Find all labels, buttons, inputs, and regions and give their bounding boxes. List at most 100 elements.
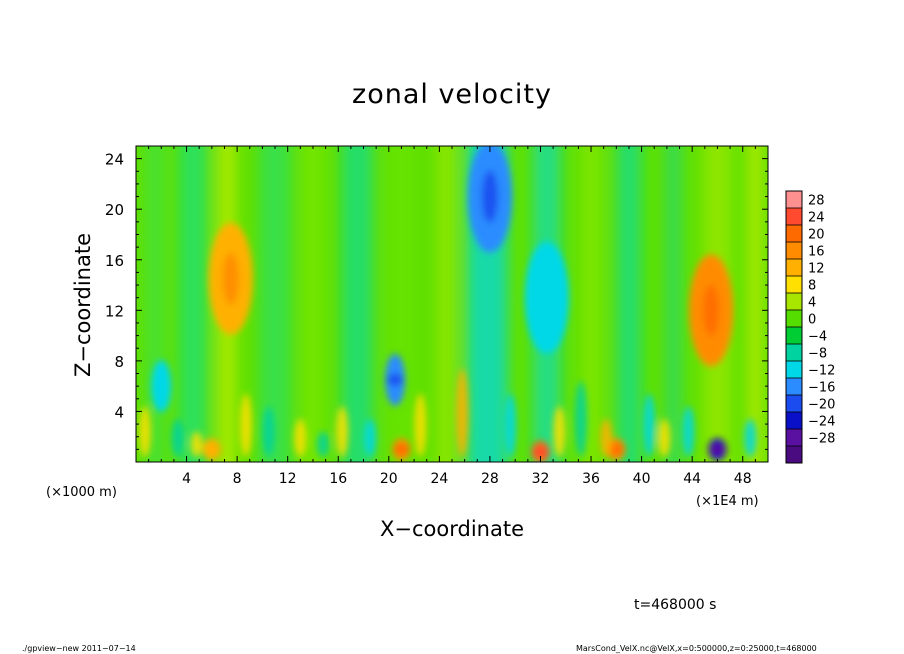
- colorbar-label: 24: [808, 211, 825, 226]
- x-tick-label: 24: [430, 471, 448, 487]
- colorbar-cell: [786, 361, 802, 378]
- field-streak: [682, 406, 695, 457]
- field-streak: [317, 431, 330, 457]
- field-core: [393, 443, 410, 456]
- y-tick-label: 20: [105, 201, 124, 219]
- colorbar-cell: [786, 242, 802, 259]
- colorbar-label: −24: [808, 415, 835, 430]
- field-core: [703, 284, 720, 337]
- x-tick-label: 36: [582, 471, 600, 487]
- colorbar-cell: [786, 327, 802, 344]
- colorbar-cell: [786, 412, 802, 429]
- colorbar-label: −8: [808, 347, 827, 362]
- field-streak: [190, 431, 203, 457]
- field-feature: [151, 360, 172, 413]
- colorbar-label: 20: [808, 228, 825, 243]
- field-streak: [171, 419, 184, 457]
- x-tick-label: 40: [633, 471, 651, 487]
- field-band: [390, 146, 413, 462]
- field-streak: [336, 406, 349, 457]
- field-streak: [643, 393, 656, 457]
- field-band: [259, 146, 291, 462]
- field-feature: [524, 241, 569, 354]
- colorbar-label: −12: [808, 364, 835, 379]
- colorbar-label: −20: [808, 398, 835, 413]
- x-tick-label: 12: [279, 471, 297, 487]
- field-streak: [138, 406, 151, 457]
- time-label: t=468000 s: [634, 597, 716, 613]
- field-core: [222, 252, 239, 305]
- y-tick-label: 24: [105, 151, 124, 169]
- field-streak: [504, 393, 517, 457]
- y-axis-label: Z−coordinate: [71, 233, 95, 377]
- field-streak: [363, 419, 376, 457]
- field-streak: [456, 368, 469, 457]
- field-core: [387, 373, 404, 386]
- field-band: [747, 146, 763, 462]
- field-streak: [600, 419, 613, 457]
- colorbar-label: −4: [808, 330, 827, 345]
- colorbar-cell: [786, 344, 802, 361]
- x-tick-label: 8: [233, 471, 242, 487]
- field-streak: [294, 419, 307, 457]
- field-band: [664, 146, 682, 462]
- field-band: [436, 146, 455, 462]
- x-tick-label: 20: [380, 471, 398, 487]
- colorbar-cell: [786, 191, 802, 208]
- x-axis-label: X−coordinate: [380, 517, 524, 541]
- x-tick-label: 28: [481, 471, 499, 487]
- field-band: [582, 146, 600, 462]
- x-axis-units-left: (×1000 m): [46, 485, 117, 500]
- x-tick-label: 32: [532, 471, 550, 487]
- colorbar-cell: [786, 293, 802, 310]
- field-streak: [553, 406, 566, 457]
- footer-right-note: MarsCond_VelX.nc@VelX,x=0:500000,z=0:250…: [576, 644, 817, 653]
- colorbar-label: 12: [808, 262, 825, 277]
- colorbar-label: −28: [808, 432, 835, 447]
- colorbar-cell: [786, 310, 802, 327]
- field-core: [709, 443, 726, 456]
- colorbar-label: 4: [808, 296, 816, 311]
- colorbar-cell: [786, 276, 802, 293]
- x-tick-label: 16: [329, 471, 347, 487]
- colorbar: 28 24 20 16 12 8 4 0 −4 −8 −12 −16 −20 −24 −28: [785, 190, 835, 464]
- field-band: [304, 146, 322, 462]
- field-band: [341, 146, 373, 462]
- x-axis-units-right: (×1E4 m): [696, 494, 759, 509]
- colorbar-label: 16: [808, 245, 825, 260]
- field-streak: [239, 393, 252, 457]
- colorbar-label: 8: [808, 279, 816, 294]
- field-streak: [262, 406, 275, 457]
- colorbar-cell: [786, 259, 802, 276]
- field-core: [532, 445, 549, 458]
- y-tick-label: 8: [114, 353, 124, 371]
- field-feature: [202, 438, 221, 461]
- colorbar-cell: [786, 208, 802, 225]
- x-tick-label: 44: [683, 471, 701, 487]
- field-streak: [414, 393, 427, 457]
- chart-title: zonal velocity: [352, 79, 552, 110]
- x-tick-label: 4: [182, 471, 191, 487]
- field-band: [616, 146, 642, 462]
- y-tick-label: 12: [105, 302, 124, 320]
- y-axis: 4 8 12 16 20 24: [105, 151, 768, 450]
- heatmap-plot-area: [136, 146, 768, 462]
- y-tick-label: 16: [105, 252, 124, 270]
- footer-left-note: ./gpview−new 2011−07−14: [22, 644, 136, 653]
- x-axis: 4 8 12 16 20 24 28 32 36 40 44 48: [148, 146, 756, 487]
- field-core: [608, 443, 625, 456]
- field-streak: [574, 381, 587, 457]
- field-band: [178, 146, 207, 462]
- colorbar-cell: [786, 395, 802, 412]
- field-streak: [658, 419, 671, 457]
- colorbar-cell: [786, 378, 802, 395]
- colorbar-cell: [786, 429, 802, 446]
- colorbar-label: −16: [808, 381, 835, 396]
- colorbar-label: 0: [808, 313, 816, 328]
- y-tick-label: 4: [114, 403, 124, 421]
- colorbar-label: 28: [808, 194, 825, 209]
- field-core: [481, 170, 498, 223]
- colorbar-cell: [786, 446, 802, 463]
- field-streak: [744, 419, 757, 457]
